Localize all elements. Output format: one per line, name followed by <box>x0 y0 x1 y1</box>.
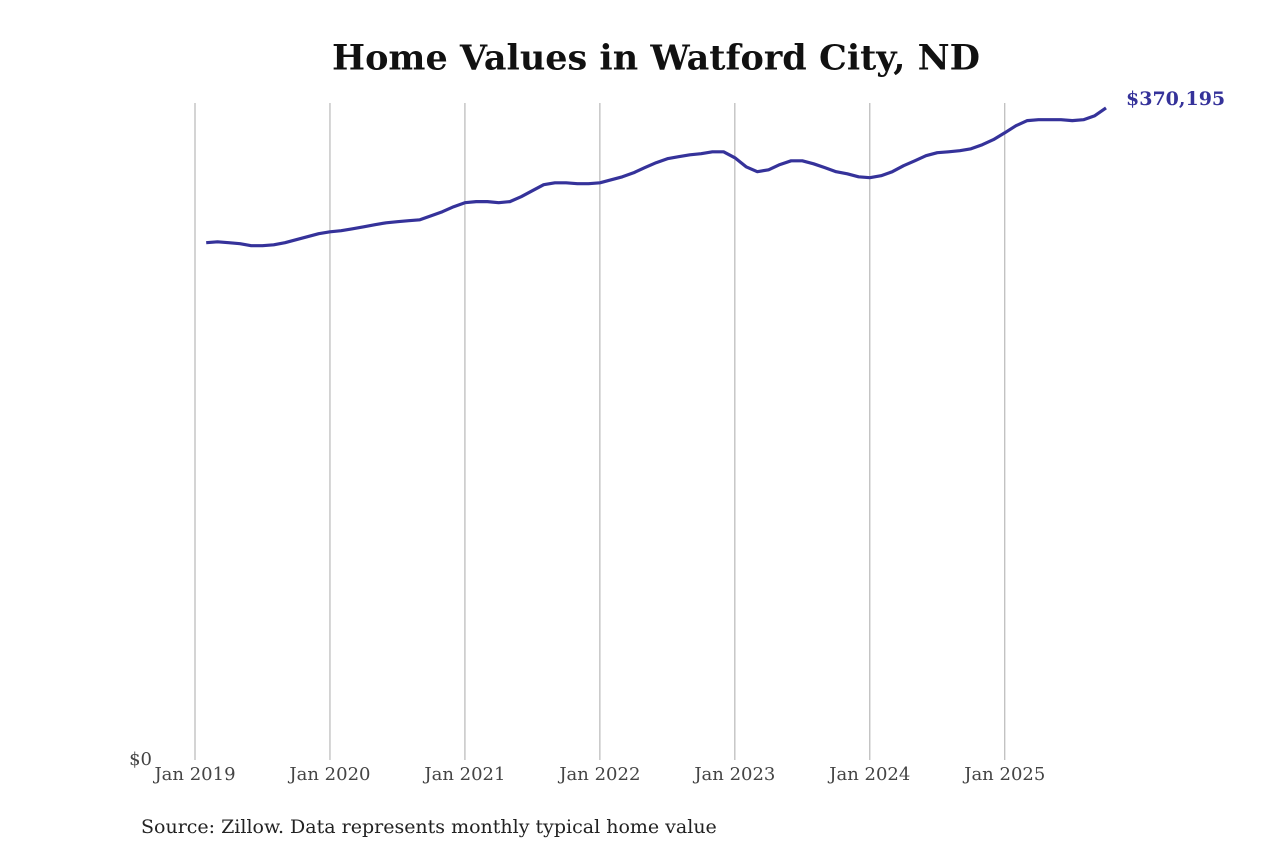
x-tick-label: Jan 2023 <box>692 764 775 785</box>
y-tick-label: $0 <box>129 749 152 770</box>
x-tick-label: Jan 2024 <box>827 764 910 785</box>
x-tick-label: Jan 2022 <box>557 764 640 785</box>
x-tick-label: Jan 2019 <box>152 764 235 785</box>
x-tick-label: Jan 2025 <box>962 764 1045 785</box>
x-tick-label: Jan 2020 <box>287 764 370 785</box>
x-tick-label: Jan 2021 <box>422 764 505 785</box>
source-note: Source: Zillow. Data represents monthly … <box>141 816 717 838</box>
line-series <box>206 106 1107 248</box>
chart-title: Home Values in Watford City, ND <box>332 38 980 79</box>
value-label: $370,195 <box>1126 88 1225 110</box>
